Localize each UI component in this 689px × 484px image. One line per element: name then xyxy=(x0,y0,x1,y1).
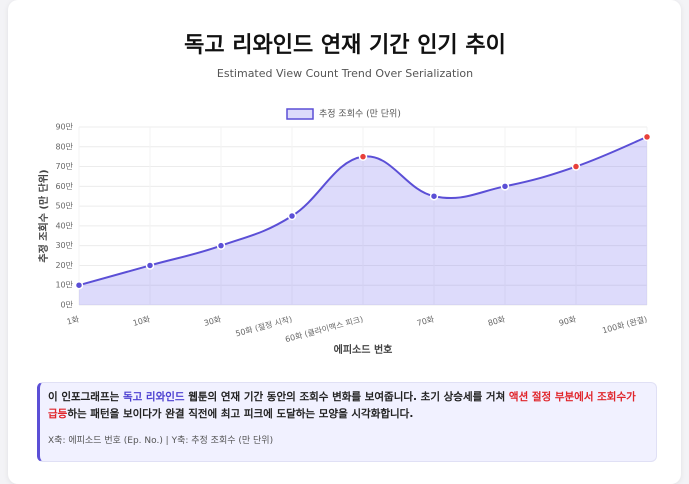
info-footnote: X축: 에피소드 번호 (Ep. No.) | Y축: 추정 조회수 (만 단위… xyxy=(48,436,274,446)
y-tick-label: 80만 xyxy=(55,142,73,151)
x-tick-label: 30화 xyxy=(203,314,223,327)
x-tick-label: 100화 (완결) xyxy=(601,314,648,336)
y-tick-label: 10만 xyxy=(55,281,73,290)
y-tick-label: 60만 xyxy=(55,182,73,191)
point xyxy=(571,162,581,171)
info-box: 이 인포그래프는 독고 리와인드 웹툰의 연재 기간 동안의 조회수 변화를 보… xyxy=(37,382,657,462)
x-axis-title: 에피소드 번호 xyxy=(334,343,393,356)
y-tick-label: 20만 xyxy=(55,261,73,270)
legend-swatch xyxy=(286,108,314,120)
x-tick-label: 60화 (클라이맥스 피크) xyxy=(284,314,364,344)
info-text: 이 인포그래프는 독고 리와인드 웹툰의 연재 기간 동안의 조회수 변화를 보… xyxy=(48,389,648,423)
x-tick-label: 10화 xyxy=(132,314,152,327)
y-tick-label: 30만 xyxy=(55,241,73,250)
y-tick-label: 90만 xyxy=(55,123,73,132)
point xyxy=(216,241,226,250)
area xyxy=(79,136,647,305)
point xyxy=(145,261,155,270)
point xyxy=(500,182,510,191)
y-axis-title: 추정 조회수 (만 단위) xyxy=(37,169,50,262)
x-tick-label: 70화 xyxy=(416,314,436,327)
point xyxy=(287,211,297,221)
info-segment: 액션 절정 부분에서 조회수가 급등 xyxy=(48,391,636,420)
chart-title: 독고 리와인드 연재 기간 인기 추이 xyxy=(184,33,506,58)
point xyxy=(429,191,439,201)
y-tick-label: 50만 xyxy=(55,202,73,211)
point xyxy=(74,280,84,290)
y-tick-label: 40만 xyxy=(55,221,73,230)
info-segment: 웹툰의 연재 기간 동안의 조회수 변화를 보여줍니다. 초기 상승세를 거쳐 xyxy=(184,391,509,403)
chart-subtitle: Estimated View Count Trend Over Serializ… xyxy=(217,67,473,80)
y-tick-label: 0만 xyxy=(61,301,74,310)
info-segment: 이 인포그래프는 xyxy=(48,391,123,403)
point xyxy=(642,132,652,142)
legend-label: 추정 조회수 (만 단위) xyxy=(319,109,401,120)
x-tick-label: 90화 xyxy=(558,314,578,327)
x-tick-label: 80화 xyxy=(487,314,507,327)
y-tick-label: 70만 xyxy=(55,162,73,171)
info-segment: 독고 리와인드 xyxy=(122,391,185,403)
x-tick-label: 1화 xyxy=(66,314,81,326)
info-segment: 하는 패턴을 보이다가 완결 직전에 최고 피크에 도달하는 모양을 시각화합니… xyxy=(67,408,414,420)
point xyxy=(358,152,368,161)
